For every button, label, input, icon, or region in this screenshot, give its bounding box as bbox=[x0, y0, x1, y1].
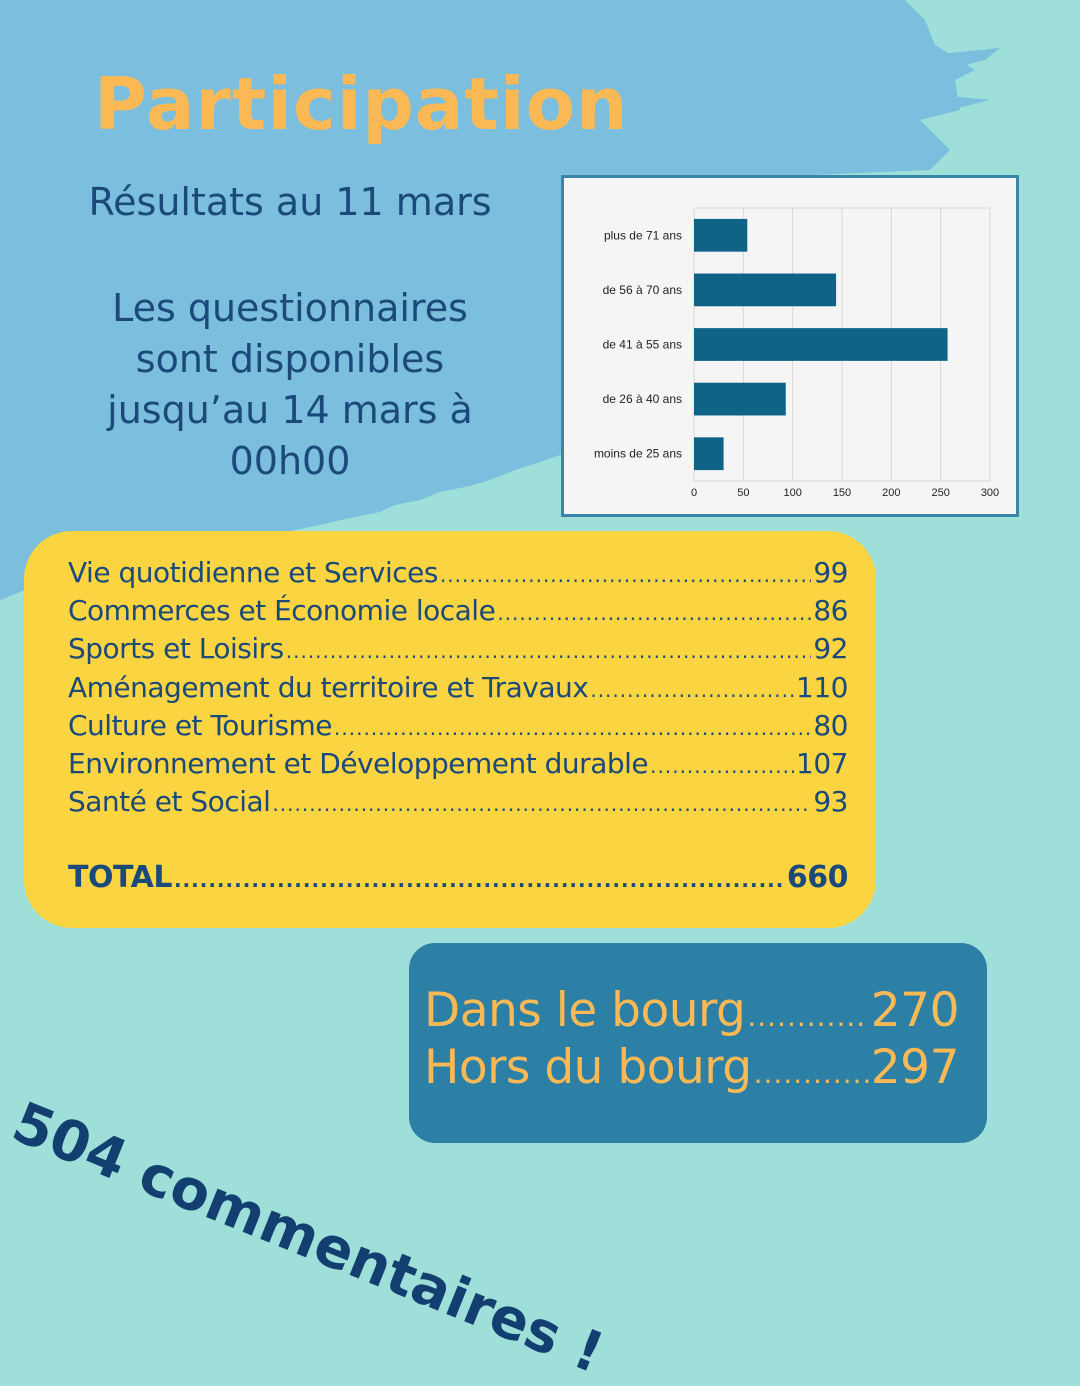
theme-count: 80 bbox=[813, 709, 848, 742]
bar bbox=[694, 328, 948, 361]
x-tick-label: 300 bbox=[981, 487, 999, 499]
themes-card: Vie quotidienne et Services 99 Commerces … bbox=[24, 531, 876, 928]
total-label: TOTAL bbox=[68, 860, 172, 895]
dot-leader bbox=[440, 563, 811, 587]
theme-count: 86 bbox=[813, 594, 848, 627]
x-tick-label: 0 bbox=[691, 487, 697, 499]
bar bbox=[694, 273, 837, 307]
location-row: Hors du bourg 297 bbox=[424, 1040, 960, 1095]
location-count: 270 bbox=[870, 983, 960, 1038]
dot-leader bbox=[754, 1057, 869, 1090]
dot-leader bbox=[286, 639, 812, 663]
x-tick-label: 150 bbox=[833, 487, 851, 499]
availability-note: Les questionnaires sont disponibles jusq… bbox=[40, 283, 540, 487]
bar bbox=[694, 218, 748, 252]
theme-count: 93 bbox=[813, 785, 848, 818]
x-tick-label: 250 bbox=[931, 487, 949, 499]
x-tick-label: 100 bbox=[783, 487, 801, 499]
page-title: Participation bbox=[94, 62, 629, 146]
age-bar-chart: 0 50 100 150 200 250 300 plus de 71 ans de 56 à … bbox=[561, 175, 1019, 517]
theme-row: Aménagement du territoire et Travaux 110 bbox=[68, 671, 848, 704]
availability-line: 00h00 bbox=[229, 439, 351, 483]
theme-label: Environnement et Développement durable bbox=[68, 747, 649, 780]
bar bbox=[694, 437, 724, 471]
chart-canvas: 0 50 100 150 200 250 300 plus de 71 ans de 56 à … bbox=[594, 207, 999, 499]
y-category-label: de 41 à 55 ans bbox=[603, 338, 682, 352]
dot-leader bbox=[174, 868, 785, 892]
location-label: Dans le bourg bbox=[424, 983, 746, 1038]
dot-leader bbox=[747, 1000, 868, 1033]
availability-line: sont disponibles bbox=[135, 337, 445, 381]
dot-leader bbox=[497, 601, 811, 625]
x-tick-label: 200 bbox=[882, 487, 900, 499]
dot-leader bbox=[272, 792, 811, 816]
dot-leader bbox=[650, 754, 794, 778]
theme-row: Sports et Loisirs 92 bbox=[68, 632, 848, 665]
y-category-label: plus de 71 ans bbox=[604, 228, 682, 242]
theme-label: Vie quotidienne et Services bbox=[68, 556, 438, 589]
total-row: TOTAL 660 bbox=[68, 860, 849, 895]
results-date: Résultats au 11 mars bbox=[88, 180, 492, 224]
x-tick-label: 50 bbox=[737, 487, 749, 499]
availability-line: Les questionnaires bbox=[112, 286, 468, 330]
theme-row: Culture et Tourisme 80 bbox=[68, 709, 848, 742]
theme-label: Santé et Social bbox=[68, 785, 271, 818]
theme-label: Sports et Loisirs bbox=[68, 632, 284, 665]
y-category-label: moins de 25 ans bbox=[594, 447, 682, 461]
bar bbox=[694, 382, 786, 416]
theme-row: Santé et Social 93 bbox=[68, 785, 848, 818]
location-row: Dans le bourg 270 bbox=[424, 983, 960, 1038]
theme-count: 99 bbox=[813, 556, 848, 589]
theme-count: 110 bbox=[796, 671, 848, 704]
dot-leader bbox=[590, 678, 794, 702]
availability-line: jusqu’au 14 mars à bbox=[107, 388, 473, 432]
theme-row: Environnement et Développement durable 10… bbox=[68, 747, 848, 780]
y-category-label: de 56 à 70 ans bbox=[603, 283, 682, 297]
location-count: 297 bbox=[870, 1040, 960, 1095]
theme-label: Commerces et Économie locale bbox=[68, 594, 496, 627]
location-label: Hors du bourg bbox=[424, 1040, 752, 1095]
location-card: Dans le bourg 270 Hors du bourg 297 bbox=[409, 943, 987, 1143]
theme-label: Culture et Tourisme bbox=[68, 709, 333, 742]
theme-row: Vie quotidienne et Services 99 bbox=[68, 556, 848, 589]
y-category-label: de 26 à 40 ans bbox=[603, 392, 682, 406]
theme-label: Aménagement du territoire et Travaux bbox=[68, 671, 589, 704]
theme-row: Commerces et Économie locale 86 bbox=[68, 594, 848, 627]
total-count: 660 bbox=[786, 860, 849, 895]
theme-count: 92 bbox=[813, 632, 848, 665]
dot-leader bbox=[334, 716, 811, 740]
theme-count: 107 bbox=[796, 747, 848, 780]
